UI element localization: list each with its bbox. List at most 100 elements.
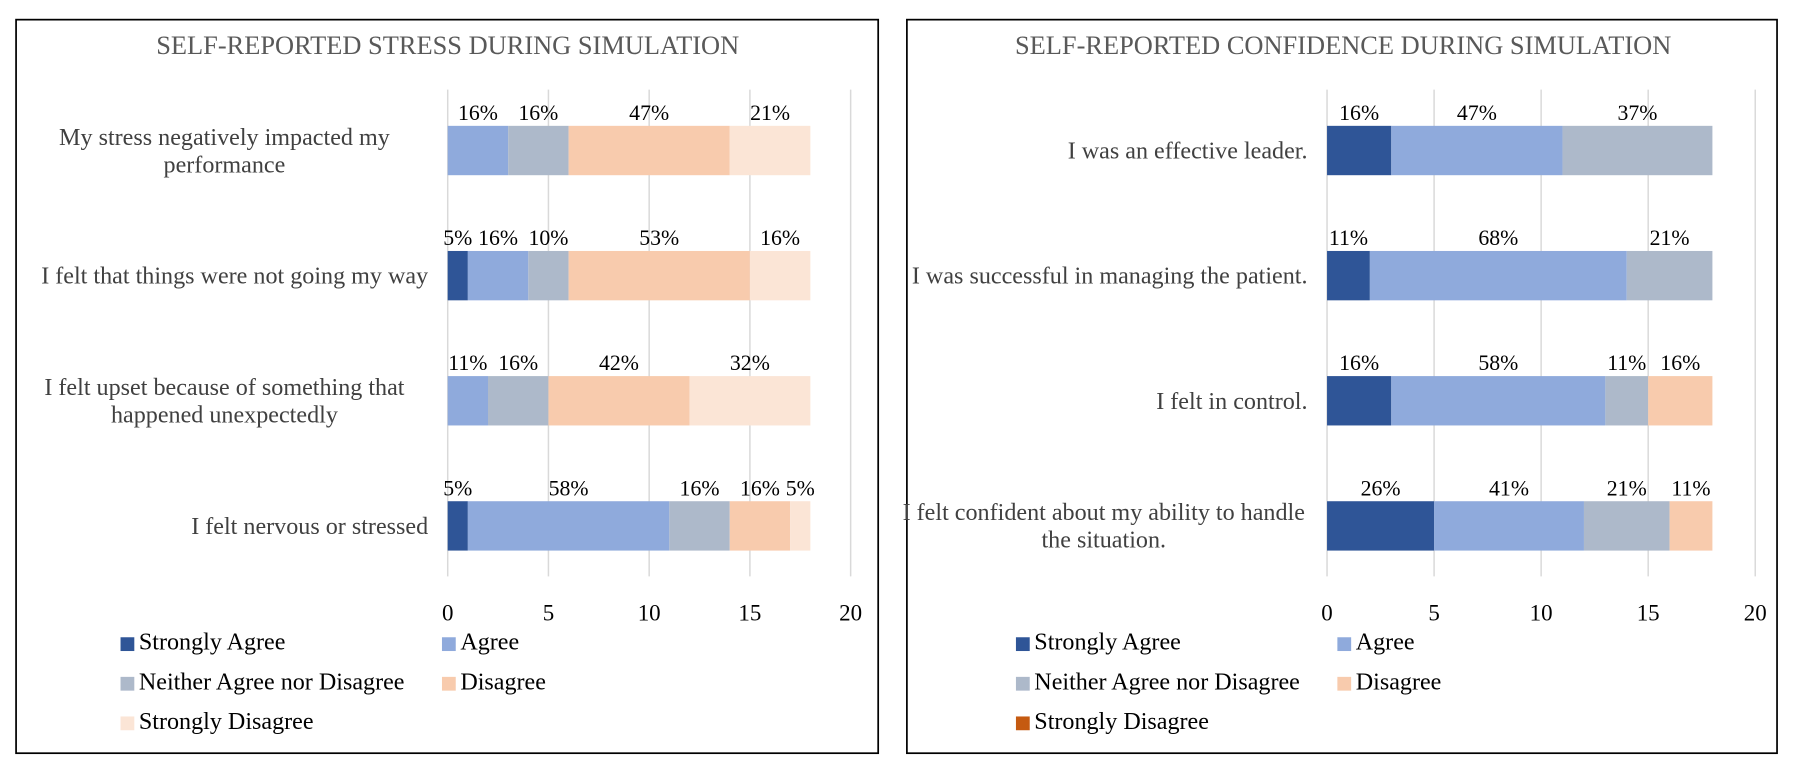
x-tick-label: 10 <box>638 601 661 626</box>
value-label: 16% <box>478 226 518 250</box>
value-label: 16% <box>518 101 558 125</box>
category-label-box: My stress negatively impacted my perform… <box>21 116 429 185</box>
category-label-box: I felt confident about my ability to han… <box>900 491 1308 560</box>
legend-label: Strongly Disagree <box>1034 709 1209 735</box>
category-label-box: I was an effective leader. <box>900 116 1308 185</box>
bar-segment <box>689 376 811 426</box>
category-label: I felt nervous or stressed <box>21 491 429 560</box>
value-label: 32% <box>730 351 770 375</box>
legend-label: Agree <box>1356 630 1415 656</box>
bar-segment <box>548 376 690 426</box>
value-label: 26% <box>1361 476 1401 500</box>
legend-label: Disagree <box>460 669 546 695</box>
value-label: 16% <box>680 476 720 500</box>
legend-swatch <box>1015 716 1030 731</box>
category-label: I felt that things were not going my way <box>21 241 429 310</box>
bar-segment <box>1626 250 1713 301</box>
category-label-text: I felt in control. <box>1156 387 1308 415</box>
value-label: 37% <box>1617 101 1657 125</box>
value-label: 58% <box>549 476 589 500</box>
value-label: 11% <box>448 351 487 375</box>
value-label: 68% <box>1478 226 1518 250</box>
value-label: 16% <box>1339 101 1379 125</box>
value-label: 58% <box>1478 351 1518 375</box>
chart-title-text: SELF-REPORTED STRESS DURING SIMULATION <box>156 32 740 60</box>
bar-segment <box>568 125 730 176</box>
bar-segment <box>447 501 468 551</box>
value-label: 53% <box>639 226 679 250</box>
legend-swatch <box>1015 637 1030 652</box>
value-label: 10% <box>528 226 568 250</box>
bar-segment <box>729 501 791 551</box>
value-label: 41% <box>1489 476 1529 500</box>
category-label-box: I felt upset because of something that h… <box>44 373 405 429</box>
bar-segment <box>1391 376 1606 426</box>
legend-label: Disagree <box>1356 669 1442 695</box>
bar-segment <box>790 501 811 551</box>
legend-label: Strongly Agree <box>1034 630 1181 656</box>
x-tick-label: 15 <box>1637 601 1660 626</box>
legend-swatch <box>120 676 135 691</box>
legend-label: Strongly Agree <box>139 630 286 656</box>
bar-segment <box>1562 125 1713 176</box>
category-label-box: I felt nervous or stressed <box>21 491 429 560</box>
legend-label: Neither Agree nor Disagree <box>139 669 405 695</box>
bar-segment <box>508 125 569 176</box>
category-label-text: I was successful in managing the patient… <box>911 261 1308 290</box>
category-label-text: I felt confident about my ability to han… <box>902 498 1305 554</box>
value-label: 16% <box>1660 351 1700 375</box>
value-label: 5% <box>786 476 815 500</box>
value-label: 16% <box>1339 351 1379 375</box>
bar-segment <box>749 250 811 301</box>
bar-segment <box>1391 125 1563 176</box>
legend-swatch <box>120 637 135 652</box>
x-tick-label: 20 <box>1744 601 1767 626</box>
bar-segment <box>1648 376 1713 426</box>
x-tick-label: 5 <box>543 601 554 626</box>
legend-label: Neither Agree nor Disagree <box>1034 669 1300 695</box>
category-label-text: I was an effective leader. <box>1067 136 1308 165</box>
bar-segment <box>528 250 569 301</box>
category-label-box: I was successful in managing the patient… <box>900 241 1308 310</box>
category-label-text: I felt that things were not going my way <box>41 261 429 290</box>
value-label: 16% <box>498 351 538 375</box>
bar-segment <box>1369 250 1627 301</box>
value-label: 47% <box>629 101 669 125</box>
category-label-text: I felt nervous or stressed <box>191 512 429 540</box>
chart-title-box: SELF-REPORTED STRESS DURING SIMULATION <box>156 32 740 60</box>
value-label: 21% <box>1607 476 1647 500</box>
bar-segment <box>669 501 730 551</box>
legend-swatch <box>441 637 456 652</box>
category-label: I was successful in managing the patient… <box>900 241 1308 310</box>
legend-swatch <box>1337 676 1352 691</box>
value-label: 11% <box>1671 476 1710 500</box>
bar-segment <box>1327 125 1392 176</box>
value-label: 21% <box>1650 226 1690 250</box>
x-tick-label: 0 <box>442 601 453 626</box>
category-label: I was an effective leader. <box>900 116 1308 185</box>
panel-border <box>906 18 1778 755</box>
bar-segment <box>447 376 488 426</box>
x-tick-label: 15 <box>738 601 761 626</box>
category-label-text: I felt upset because of something that h… <box>44 373 405 429</box>
legend-swatch <box>1337 637 1352 652</box>
bar-segment <box>487 376 549 426</box>
legend-swatch <box>441 676 456 691</box>
value-label: 5% <box>443 476 472 500</box>
category-label: I felt in control. <box>900 366 1308 435</box>
x-tick-label: 10 <box>1530 601 1553 626</box>
x-tick-label: 5 <box>1428 601 1439 626</box>
legend-swatch <box>1015 676 1030 691</box>
value-label: 47% <box>1457 101 1497 125</box>
bar-segment <box>568 250 750 301</box>
bar-segment <box>447 125 509 176</box>
category-label-text: My stress negatively impacted my perform… <box>59 122 390 179</box>
bar-segment <box>1327 376 1392 426</box>
category-label: My stress negatively impacted my perform… <box>21 116 429 185</box>
value-label: 11% <box>1607 351 1646 375</box>
value-label: 42% <box>599 351 639 375</box>
category-label: I felt confident about my ability to han… <box>900 491 1308 560</box>
value-label: 11% <box>1329 226 1368 250</box>
legend-label: Strongly Disagree <box>139 709 314 735</box>
bar-segment <box>1327 501 1435 551</box>
